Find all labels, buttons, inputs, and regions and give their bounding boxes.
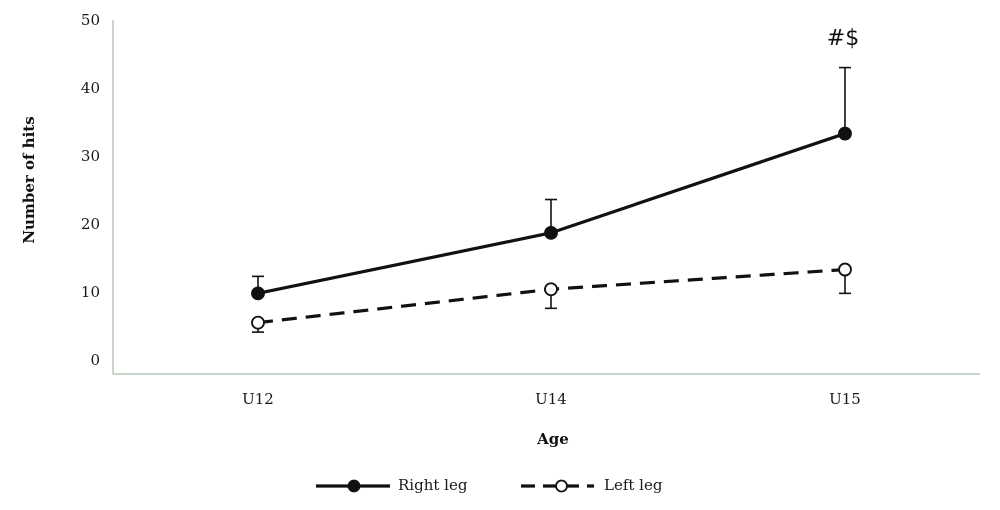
data-point <box>251 315 265 330</box>
y-axis-title: Number of hits <box>20 116 38 243</box>
x-tick-label: U14 <box>535 390 567 408</box>
legend-marker <box>347 479 361 493</box>
data-point <box>251 286 265 301</box>
data-point <box>838 262 852 277</box>
data-point <box>544 225 558 240</box>
legend-label: Left leg <box>604 476 663 494</box>
annotation-layer: #$ <box>827 26 859 51</box>
x-tick-labels: U12 U14 U15 <box>242 390 861 408</box>
data-point <box>838 126 852 141</box>
y-tick-label: 50 <box>81 11 100 29</box>
axes <box>112 20 980 375</box>
legend-item: Right leg <box>316 476 468 494</box>
x-tick-label: U12 <box>242 390 274 408</box>
y-tick-label: 40 <box>81 79 100 97</box>
y-tick-label: 20 <box>81 215 100 233</box>
legend: Right leg Left leg <box>316 476 663 494</box>
y-tick-label: 0 <box>90 351 100 369</box>
data-point <box>544 282 558 297</box>
legend-marker <box>555 479 568 493</box>
x-tick-label: U15 <box>829 390 861 408</box>
legend-label: Right leg <box>398 476 468 494</box>
series-left-leg <box>251 262 852 333</box>
x-axis-title: Age <box>536 430 569 448</box>
series-right-leg <box>251 66 852 301</box>
y-tick-label: 10 <box>81 283 100 301</box>
series-layer <box>251 66 852 333</box>
legend-item: Left leg <box>521 476 663 494</box>
y-tick-labels: 0 10 20 30 40 50 <box>81 11 100 369</box>
y-tick-label: 30 <box>81 147 100 165</box>
significance-annotation: #$ <box>827 26 859 51</box>
